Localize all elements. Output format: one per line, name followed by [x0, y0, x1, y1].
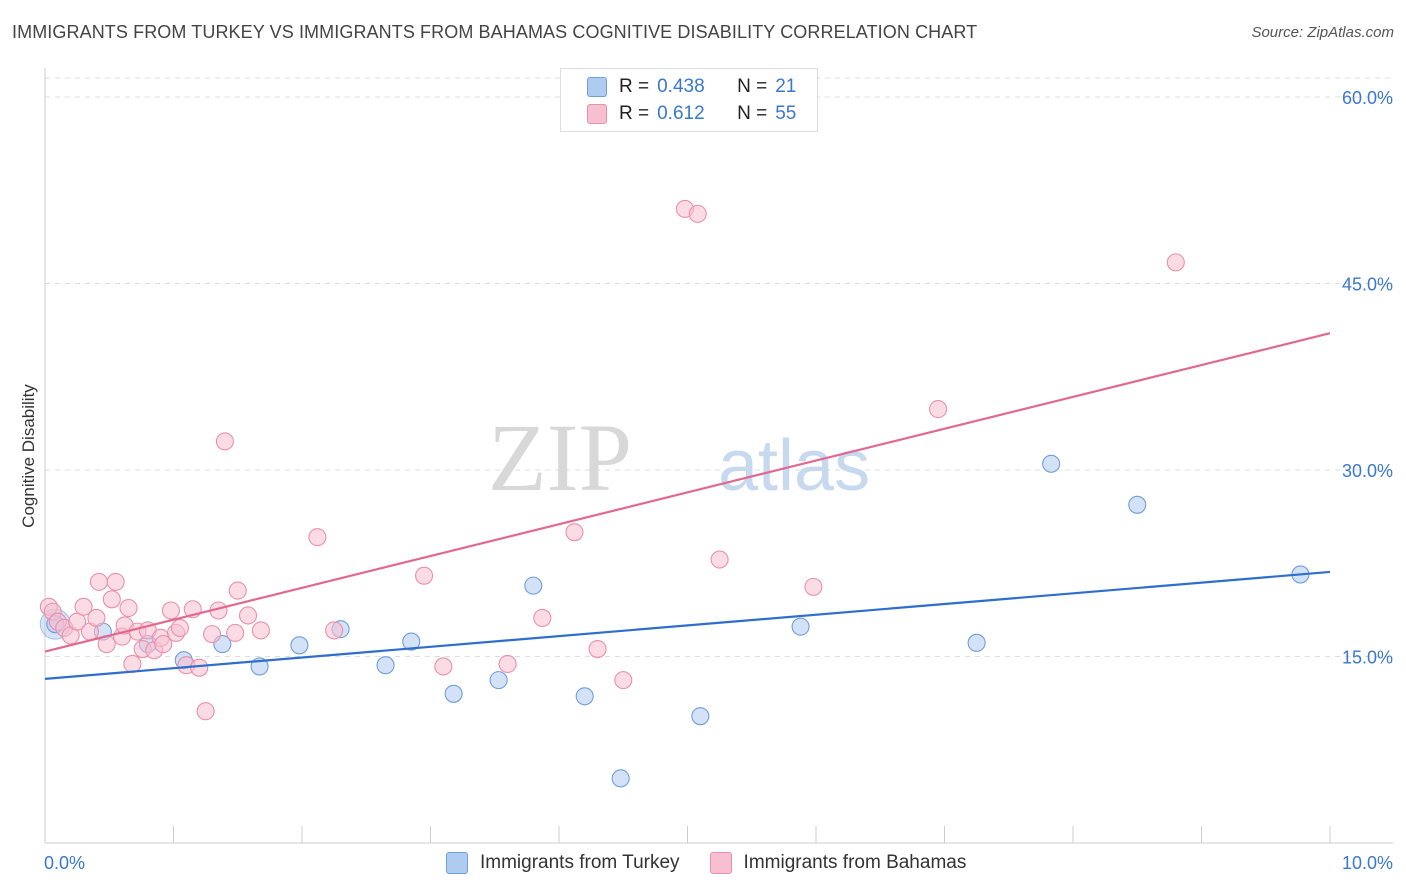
bahamas-point: [588, 639, 607, 659]
bahamas-point: [415, 566, 434, 585]
bahamas-point: [498, 654, 517, 674]
bahamas-point: [123, 654, 142, 674]
legend-n-label: N =: [737, 76, 768, 97]
watermark-zip: ZIP: [488, 404, 632, 511]
turkey-point: [376, 656, 395, 675]
legend-item-turkey[interactable]: Immigrants from Turkey: [446, 852, 680, 874]
bahamas-point: [929, 400, 948, 419]
turkey-swatch: [587, 77, 607, 97]
chart-title: IMMIGRANTS FROM TURKEY VS IMMIGRANTS FRO…: [12, 22, 978, 42]
bahamas-point: [196, 702, 215, 721]
turkey-trend-line: [44, 570, 1331, 680]
data-points: [39, 199, 1310, 788]
bahamas-swatch: [709, 852, 732, 874]
bahamas-point: [87, 608, 106, 628]
turkey-point: [691, 707, 710, 726]
legend-r-value-bahamas: 0.612: [657, 103, 705, 124]
bahamas-trend-line: [44, 332, 1331, 653]
bahamas-point: [251, 621, 270, 640]
bahamas-point: [161, 601, 180, 620]
bahamas-point: [434, 657, 453, 676]
turkey-point: [489, 671, 508, 690]
y-tick-label: 30.0%: [1342, 461, 1393, 481]
y-tick-label: 45.0%: [1342, 275, 1393, 295]
legend-label-bahamas: Immigrants from Bahamas: [743, 852, 967, 873]
legend-label-turkey: Immigrants from Turkey: [480, 852, 680, 873]
y-tick-label: 60.0%: [1342, 88, 1393, 108]
bahamas-point: [804, 577, 823, 596]
legend-row-turkey: R = 0.438 N = 21: [587, 75, 796, 99]
x-tick-label-max: 10.0%: [1342, 853, 1393, 873]
legend-n-value-turkey: 21: [775, 76, 797, 97]
correlation-legend: R = 0.438 N = 21 R = 0.612 N = 55: [560, 68, 818, 132]
bahamas-point: [614, 671, 633, 690]
bahamas-point: [308, 528, 327, 547]
trend-lines: [44, 332, 1331, 680]
turkey-point: [611, 769, 630, 788]
bahamas-point: [68, 612, 87, 631]
bahamas-point: [215, 432, 234, 451]
watermark: ZIP atlas: [488, 404, 870, 511]
y-tick-label: 15.0%: [1342, 648, 1393, 668]
y-axis-label: Cognitive Disability: [19, 384, 38, 528]
x-tick-label-min: 0.0%: [44, 853, 85, 873]
bahamas-point: [203, 625, 222, 644]
bahamas-point: [190, 658, 209, 677]
bahamas-point: [228, 581, 247, 600]
bahamas-point: [119, 598, 138, 618]
bahamas-point: [154, 635, 173, 654]
bahamas-point: [226, 623, 245, 642]
turkey-point: [444, 684, 463, 703]
legend-r-label: R =: [619, 76, 650, 97]
legend-n-label: N =: [737, 103, 768, 124]
tick-labels: 15.0% 30.0% 45.0% 60.0% 0.0% 10.0%: [44, 88, 1393, 873]
bahamas-point: [102, 590, 121, 609]
bahamas-point: [325, 621, 344, 640]
turkey-swatch: [446, 852, 468, 874]
bahamas-point: [710, 550, 729, 569]
legend-row-bahamas: R = 0.612 N = 55: [587, 102, 796, 126]
bahamas-point: [106, 572, 125, 591]
turkey-point: [1042, 454, 1061, 473]
bahamas-point: [533, 608, 552, 628]
source-label: Source: ZipAtlas.com: [1251, 24, 1394, 41]
turkey-point: [402, 632, 421, 651]
bahamas-point: [170, 618, 189, 637]
series-legend: Immigrants from Turkey Immigrants from B…: [446, 852, 996, 874]
legend-r-value-turkey: 0.438: [657, 76, 705, 97]
bahamas-point: [565, 523, 584, 542]
bahamas-point: [688, 204, 707, 223]
bahamas-point: [74, 597, 93, 616]
legend-r-label: R =: [619, 103, 650, 124]
turkey-point: [967, 633, 986, 652]
bahamas-point: [238, 606, 258, 625]
turkey-point: [524, 576, 543, 595]
axes: [44, 68, 1393, 844]
bahamas-swatch: [587, 104, 607, 124]
turkey-point: [290, 636, 309, 655]
bahamas-point: [89, 572, 109, 591]
turkey-point: [575, 687, 594, 706]
legend-item-bahamas[interactable]: Immigrants from Bahamas: [709, 852, 967, 874]
turkey-point: [1128, 495, 1147, 514]
turkey-point: [791, 617, 810, 636]
legend-n-value-bahamas: 55: [775, 103, 797, 124]
bahamas-point: [1166, 253, 1185, 272]
